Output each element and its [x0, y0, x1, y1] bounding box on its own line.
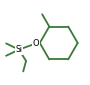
- Text: Si: Si: [15, 45, 22, 54]
- Text: O: O: [33, 39, 39, 48]
